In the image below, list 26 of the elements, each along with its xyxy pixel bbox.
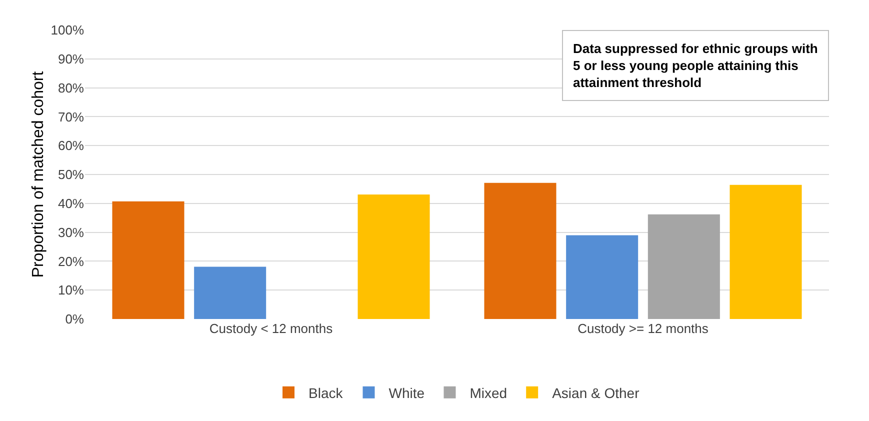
bar: [358, 194, 430, 319]
x-tick-label: Custody >= 12 months: [578, 321, 709, 336]
y-tick-label: 40%: [58, 196, 84, 211]
y-tick-label: 100%: [50, 22, 84, 38]
bar: [194, 266, 266, 319]
y-tick-label: 60%: [58, 138, 84, 154]
y-tick-label: 0%: [65, 312, 84, 327]
legend-label: Mixed: [470, 384, 508, 401]
y-tick-label: 30%: [58, 224, 84, 240]
legend-label: White: [388, 384, 425, 401]
y-tick-label: 50%: [58, 167, 84, 182]
bar: [112, 201, 184, 319]
y-tick-label: 10%: [58, 282, 84, 298]
bar: [484, 182, 556, 319]
y-tick-label: 70%: [58, 109, 84, 124]
x-tick-label: Custody < 12 months: [209, 321, 334, 336]
legend-label: Black: [308, 384, 344, 401]
annotation: Data suppressed for ethnic groups with 5 or less young people attaining this attainment threshold: [573, 41, 818, 90]
bar: [648, 214, 720, 319]
y-tick-label: 80%: [58, 80, 84, 96]
bar: [730, 184, 802, 319]
legend-label: Asian & Other: [552, 384, 640, 401]
bar: [566, 235, 638, 319]
y-axis-title: Proportion of matched cohort: [30, 70, 47, 278]
y-tick-label: 20%: [58, 254, 84, 269]
y-tick-label: 90%: [58, 51, 84, 66]
